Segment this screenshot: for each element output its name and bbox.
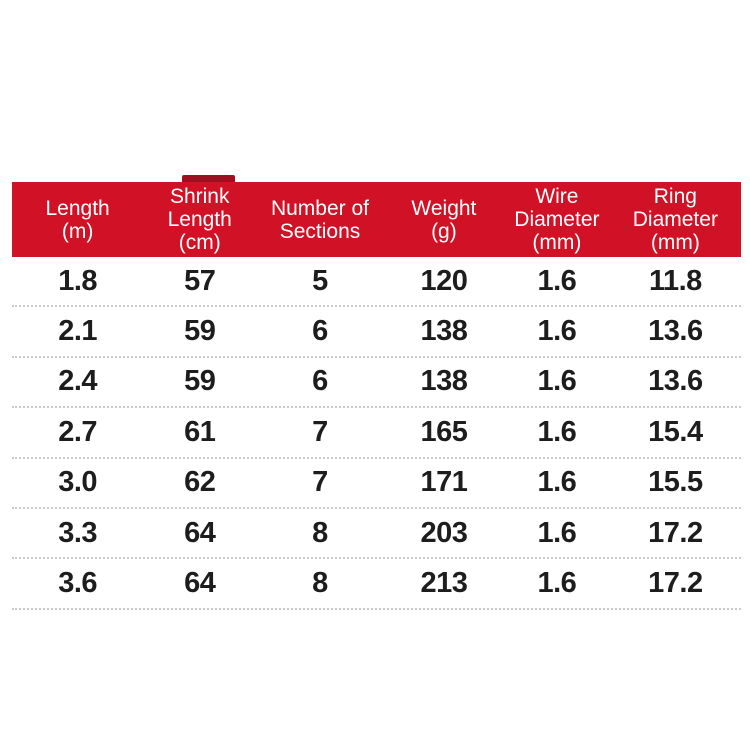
table-cell: 61 — [184, 415, 216, 448]
table-cell: 15.5 — [648, 466, 703, 499]
column-header-number-of-sections: Number of Sections — [270, 196, 369, 243]
column-header-ring-diameter: Ring Diameter (mm) — [632, 185, 718, 254]
table-cell: 1.6 — [537, 415, 577, 448]
table-cell: 17.2 — [648, 567, 703, 600]
table-row: 3.3 64 8 203 1.6 17.2 — [12, 509, 741, 560]
table-cell: 2.7 — [58, 415, 98, 448]
table-row: 3.6 64 8 213 1.6 17.2 — [12, 559, 741, 610]
table-cell: 1.6 — [537, 516, 577, 549]
table-cell: 13.6 — [648, 315, 703, 348]
column-header-shrink-length: Shrink Length (cm) — [167, 185, 232, 254]
table-cell: 1.6 — [537, 264, 577, 297]
table-cell: 1.6 — [537, 567, 577, 600]
table-row: 2.7 61 7 165 1.6 15.4 — [12, 408, 741, 459]
table-row: 1.8 57 5 120 1.6 11.8 — [12, 257, 741, 308]
table-cell: 13.6 — [648, 365, 703, 398]
table-cell: 7 — [312, 415, 328, 448]
table-cell: 59 — [184, 365, 216, 398]
table-cell: 11.8 — [648, 264, 702, 297]
table-cell: 62 — [184, 466, 216, 499]
table-cell: 15.4 — [648, 415, 703, 448]
table-cell: 3.3 — [58, 516, 98, 549]
table-row: 3.0 62 7 171 1.6 15.5 — [12, 459, 741, 509]
column-header-wire-diameter: Wire Diameter (mm) — [514, 185, 600, 254]
table-cell: 57 — [184, 264, 216, 297]
table-cell: 64 — [184, 516, 216, 549]
table-cell: 17.2 — [648, 516, 703, 549]
red-smudge-artifact — [182, 175, 235, 184]
table-cell: 1.6 — [537, 365, 577, 398]
table-row: 2.1 59 6 138 1.6 13.6 — [12, 307, 741, 358]
table-cell: 138 — [420, 365, 468, 398]
table-cell: 7 — [312, 466, 328, 499]
table-cell: 5 — [312, 264, 328, 297]
spec-table: Length (m) Shrink Length (cm) Number of … — [12, 182, 741, 610]
table-cell: 138 — [420, 315, 468, 348]
table-cell: 1.6 — [537, 315, 577, 348]
table-cell: 8 — [312, 567, 328, 600]
column-header-weight: Weight (g) — [411, 196, 477, 243]
table-cell: 6 — [312, 315, 328, 348]
table-header-row: Length (m) Shrink Length (cm) Number of … — [12, 182, 741, 257]
column-header-length: Length (m) — [45, 196, 110, 243]
table-cell: 165 — [420, 415, 468, 448]
table-cell: 64 — [184, 567, 216, 600]
table-cell: 2.1 — [58, 315, 98, 348]
table-cell: 213 — [420, 567, 468, 600]
table-cell: 171 — [420, 466, 468, 499]
table-cell: 59 — [184, 315, 216, 348]
table-cell: 8 — [312, 516, 328, 549]
table-cell: 203 — [420, 516, 468, 549]
table-cell: 6 — [312, 365, 328, 398]
table-cell: 120 — [420, 264, 468, 297]
table-cell: 3.6 — [58, 567, 98, 600]
table-cell: 1.8 — [58, 264, 98, 297]
table-cell: 2.4 — [58, 365, 98, 398]
table-row: 2.4 59 6 138 1.6 13.6 — [12, 358, 741, 409]
table-cell: 1.6 — [537, 466, 577, 499]
table-cell: 3.0 — [58, 466, 98, 499]
